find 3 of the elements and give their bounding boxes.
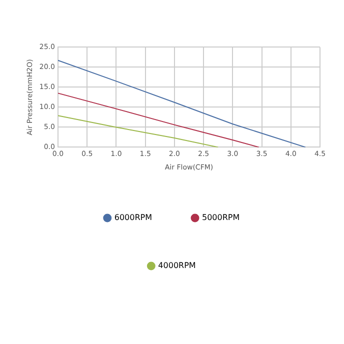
legend-label: 5000RPM <box>202 213 240 222</box>
legend-label: 4000RPM <box>158 261 196 270</box>
legend-label: 6000RPM <box>114 213 152 222</box>
